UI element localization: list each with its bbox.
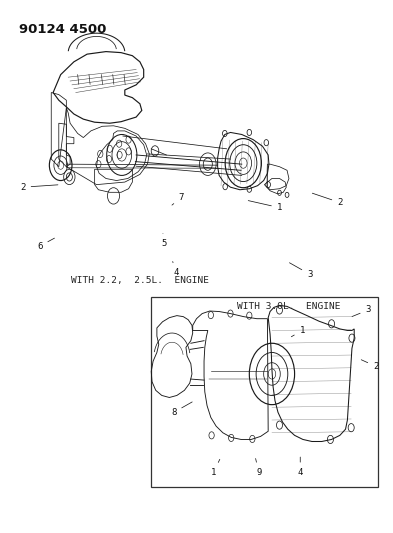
Text: 8: 8 [171, 402, 192, 417]
Text: 6: 6 [37, 238, 55, 251]
Text: 90124 4500: 90124 4500 [19, 23, 107, 36]
Text: 2: 2 [361, 360, 378, 371]
Text: 3: 3 [290, 263, 312, 279]
Text: 9: 9 [255, 458, 261, 477]
Text: 7: 7 [172, 193, 184, 205]
Text: 3: 3 [352, 305, 371, 317]
Text: 4: 4 [298, 457, 303, 477]
Text: 1: 1 [248, 200, 282, 212]
Text: 2: 2 [20, 183, 58, 192]
Text: 5: 5 [162, 233, 167, 248]
Text: 2: 2 [312, 193, 343, 207]
Text: 4: 4 [173, 262, 178, 277]
Text: 1: 1 [291, 326, 305, 337]
Bar [151, 297, 378, 487]
Text: WITH 2.2,  2.5L.  ENGINE: WITH 2.2, 2.5L. ENGINE [71, 276, 209, 285]
Text: WITH 3.OL.  ENGINE: WITH 3.OL. ENGINE [237, 302, 341, 311]
Text: 1: 1 [211, 459, 220, 477]
